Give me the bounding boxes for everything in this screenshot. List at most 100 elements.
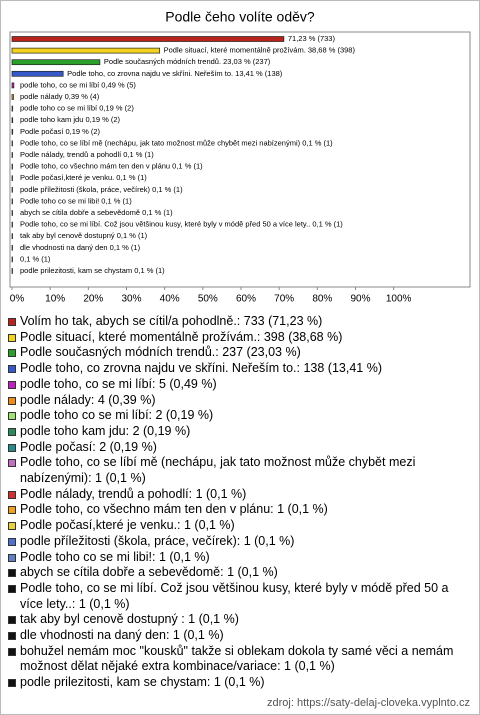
legend-swatch [8,569,16,578]
legend-swatch [8,632,16,641]
bar [11,140,13,147]
bar-label: Podle toho co se mi libi! 0,1 % (1) [20,196,132,205]
legend-swatch [8,365,16,374]
bar-label: Podle nálady, trendů a pohodlí 0,1 % (1) [20,150,154,159]
bar [11,59,101,66]
legend-item: Podle toho, co všechno mám ten den v plá… [8,502,472,518]
legend-label: dle vhodnosti na daný den: 1 (0,1 %) [20,628,224,643]
bar [11,105,14,112]
chart-title: Podle čeho volíte oděv? [165,9,315,25]
x-tick-label: 20% [83,294,103,305]
legend-label: Volím ho tak, abych se cítil/a pohodlně.… [20,314,323,328]
legend-label: Podle počasí: 2 (0,19 %) [20,439,157,454]
bar [11,82,15,89]
legend-item: podle toho, co se mi líbí: 5 (0,49 %) [8,377,472,393]
legend-swatch [8,537,16,546]
bar-label: 0,1 % (1) [20,254,51,263]
bar [11,163,13,170]
legend-label: Podle toho, co se líbí mě (nechápu, jak … [20,455,416,486]
chart: Podle čeho volíte oděv? 0% 10% 20% 30% 40% 50… [9,9,471,305]
bar-label: tak aby byl cenově dostupný 0,1 % (1) [20,231,148,240]
bar-label: Podle toho, co zrovna najdu ve skříni. N… [67,69,283,78]
bar [11,94,14,100]
legend-label: podle nálady: 4 (0,39 %) [20,392,156,407]
bar-label: podle prilezitosti, kam se chystam 0,1 %… [20,266,165,275]
x-tick-label: 10% [45,294,65,305]
legend-label: Podle nálady, trendů a pohodlí: 1 (0,1 %… [20,486,247,501]
bar-label: 71,23 % (733) [288,34,336,43]
bar [11,233,13,240]
legend-item: podle příležitosti (škola, práce, večíre… [8,534,472,550]
legend-item: podle toho co se mi líbí: 2 (0,19 %) [8,408,472,424]
x-tick-label: 90% [350,294,370,305]
bar [11,47,160,54]
bar-label: Podle toho, co se líbí mě (nechápu, jak … [20,138,333,147]
legend-swatch [8,647,16,656]
bar-label: Podle současných módních trendů. 23,03 %… [104,57,271,66]
legend-item: Podle situací, které momentálně prožívám… [8,330,472,346]
legend-label: podle toho, co se mi líbí: 5 (0,49 %) [20,376,217,391]
legend-swatch [8,584,16,593]
bar [11,152,13,158]
legend-label: Podle situací, které momentálně prožívám… [20,329,343,344]
legend-label: tak aby byl cenově dostupný : 1 (0,1 %) [20,612,239,627]
x-tick-label: 70% [274,294,294,305]
legend-item: Volím ho tak, abych se cítil/a pohodlně.… [8,314,472,330]
legend-item: Podle současných módních trendů.: 237 (2… [8,345,472,361]
legend-item: podle prilezitosti, kam se chystam: 1 (0… [8,675,472,691]
legend-label: Podle toho, co všechno mám ten den v plá… [20,502,328,517]
legend-item: podle toho kam jdu: 2 (0,19 %) [8,424,472,440]
x-tick-label: 50% [198,294,218,305]
bar [11,244,13,251]
legend-swatch [8,490,16,499]
legend-swatch [8,349,16,358]
legend-swatch [8,679,16,688]
legend-label: Podle současných módních trendů.: 237 (2… [20,345,301,360]
legend-label: Podle počasí,které je venku.: 1 (0,1 %) [20,518,235,533]
bar [11,36,285,42]
legend-swatch [8,506,16,515]
legend-label: Podle toho, co se mi líbí. Což jsou větš… [20,580,449,611]
bar-label: Podle počasí 0,19 % (2) [20,127,101,136]
legend-label: Podle toho, co zrovna najdu ve skříni. N… [20,361,382,376]
bar [11,256,13,263]
legend-swatch [8,443,16,452]
bar-label: abych se cítila dobře a sebevědomě 0,1 %… [20,208,173,217]
bar-label: podle příležitosti (škola, práce, večíre… [20,185,183,194]
plot-frame [9,31,471,288]
x-tick-label: 60% [236,294,256,305]
bar [11,210,13,216]
x-tick-label: 0% [10,294,25,305]
bar [11,198,13,205]
legend-label: abych se cítila dobře a sebevědomě: 1 (0… [20,565,278,580]
bar-label: podle nálady 0,39 % (4) [20,92,100,101]
legend-item: tak aby byl cenově dostupný : 1 (0,1 %) [8,612,472,628]
legend: Volím ho tak, abych se cítil/a pohodlně.… [8,314,472,691]
bar [11,221,13,228]
x-tick-label: 80% [312,294,332,305]
legend-swatch [8,396,16,405]
legend-item: Podle toho, co zrovna najdu ve skříni. N… [8,361,472,377]
bar-label: podle toho co se mi líbí 0,19 % (2) [20,104,134,113]
bar-label: podle toho kam jdu 0,19 % (2) [20,115,121,124]
bar-label: Podle situací, které momentálně prožívám… [164,46,356,55]
legend-item: podle nálady: 4 (0,39 %) [8,393,472,409]
legend-item: Podle nálady, trendů a pohodlí: 1 (0,1 %… [8,487,472,503]
legend-swatch [8,333,16,342]
legend-item: bohužel nemám moc "kousků" takže si oble… [8,644,472,675]
x-tick-label: 100% [386,294,412,305]
bar [11,175,13,182]
legend-label: Podle toho co se mi libi!: 1 (0,1 %) [20,549,210,564]
legend-label: podle prilezitosti, kam se chystam: 1 (0… [20,675,265,690]
legend-label: podle toho kam jdu: 2 (0,19 %) [20,423,191,438]
legend-item: dle vhodnosti na daný den: 1 (0,1 %) [8,628,472,644]
legend-label: podle příležitosti (škola, práce, večíre… [20,533,295,548]
bar-label: dle vhodnosti na daný den 0,1 % (1) [20,243,141,252]
legend-swatch [8,427,16,436]
legend-swatch [8,380,16,389]
legend-item: Podle počasí: 2 (0,19 %) [8,440,472,456]
x-tick-label: 30% [121,294,141,305]
legend-swatch [8,412,16,421]
legend-swatch [8,616,16,625]
